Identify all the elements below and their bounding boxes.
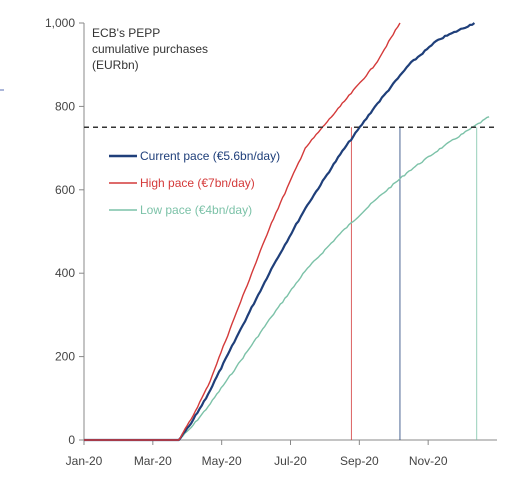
y-tick-label: 0 [68, 433, 75, 447]
x-tick-label: Nov-20 [409, 454, 448, 468]
axes: 0 200 400 600 800 1,000 Jan-20 Mar-20 May-20 Jul-… [45, 16, 497, 468]
x-tick-label: Sep-20 [340, 454, 379, 468]
series-line [84, 22, 401, 441]
legend-label: Current pace (€5.6bn/day) [140, 149, 280, 163]
y-tick-label: 1,000 [45, 16, 75, 30]
chart-title: ECB's PEPP cumulative purchases (EURbn) [92, 26, 208, 72]
chart-title-line: (EURbn) [92, 58, 139, 72]
legend: Current pace (€5.6bn/day) High pace (€7bn… [109, 149, 280, 217]
chart-title-line: cumulative purchases [92, 42, 208, 56]
y-tick-label: 800 [55, 99, 75, 113]
legend-label: High pace (€7bn/day) [140, 176, 255, 190]
series-line [84, 22, 476, 442]
legend-label: Low pace (€4bn/day) [140, 203, 252, 217]
y-tick-label: 400 [55, 266, 75, 280]
x-tick-label: May-20 [202, 454, 242, 468]
y-tick-label: 200 [55, 350, 75, 364]
y-tick-label: 600 [55, 183, 75, 197]
x-tick-label: Jan-20 [66, 454, 103, 468]
chart-title-line: ECB's PEPP [92, 26, 160, 40]
series-layer [84, 22, 497, 442]
x-tick-label: Mar-20 [134, 454, 172, 468]
series-line [84, 116, 490, 441]
x-tick-label: Jul-20 [274, 454, 307, 468]
